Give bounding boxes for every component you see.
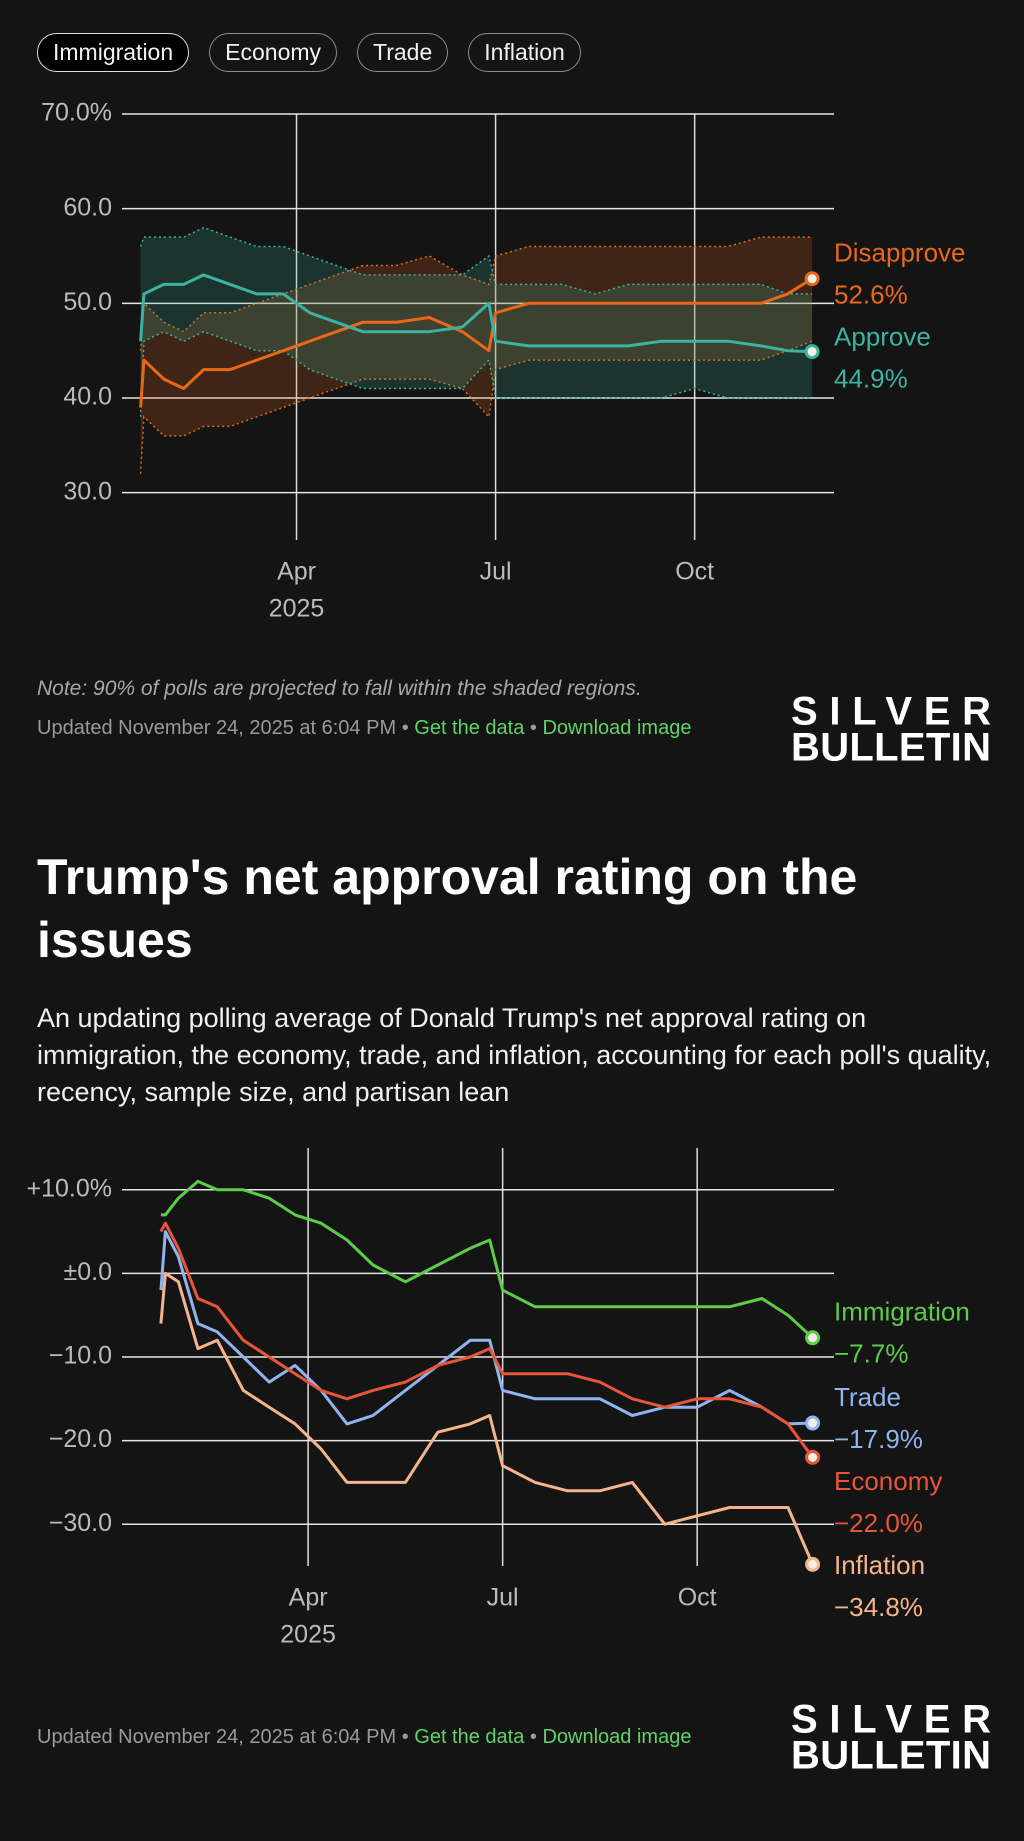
end-label: 52.6% bbox=[834, 280, 908, 310]
filter-pill[interactable]: Trade bbox=[357, 33, 449, 72]
end-label: −34.8% bbox=[834, 1592, 923, 1622]
legend-name: Disapprove bbox=[834, 238, 966, 268]
link[interactable]: Get the data bbox=[414, 717, 525, 739]
y-tick-label: ±0.0 bbox=[64, 1258, 112, 1286]
link[interactable]: Download image bbox=[542, 717, 692, 739]
legend-name: Approve bbox=[834, 322, 931, 352]
end-dot bbox=[804, 271, 820, 287]
legend-name: Economy bbox=[834, 1466, 942, 1496]
line bbox=[160, 1179, 814, 1339]
end-dot bbox=[805, 1449, 821, 1465]
line bbox=[159, 1271, 814, 1565]
separator: • bbox=[401, 717, 409, 739]
logo: BULLETIN bbox=[791, 1734, 991, 1778]
subtitle: An updating polling average of Donald Tr… bbox=[37, 1003, 992, 1107]
legend-name: Immigration bbox=[834, 1297, 970, 1327]
end-dot bbox=[804, 344, 820, 360]
end-dot bbox=[805, 1415, 821, 1431]
footer: Updated November 24, 2025 at 6:04 PM • G… bbox=[37, 1724, 737, 1750]
y-tick-label: 40.0 bbox=[63, 383, 112, 411]
filter-pill[interactable]: Immigration bbox=[37, 33, 190, 72]
end-label: −22.0% bbox=[834, 1508, 923, 1538]
x-year-label: 2025 bbox=[269, 595, 325, 623]
x-tick-label: Apr bbox=[289, 1584, 328, 1612]
filter-pill[interactable]: Inflation bbox=[468, 33, 581, 72]
end-label: −17.9% bbox=[834, 1424, 923, 1454]
x-tick-label: Apr bbox=[277, 558, 316, 586]
y-tick-label: 50.0 bbox=[63, 288, 112, 316]
line bbox=[139, 277, 813, 408]
end-dot bbox=[805, 1330, 821, 1346]
band bbox=[140, 237, 813, 474]
separator: • bbox=[529, 1726, 537, 1748]
line bbox=[159, 1221, 814, 1459]
note: Note: 90% of polls are projected to fall… bbox=[37, 677, 642, 700]
footer: Updated November 24, 2025 at 6:04 PM • G… bbox=[37, 715, 737, 741]
filter-pill[interactable]: Economy bbox=[209, 33, 338, 72]
legend-name: Inflation bbox=[834, 1550, 925, 1580]
band-edge bbox=[139, 340, 813, 474]
y-tick-label: 70.0% bbox=[41, 99, 112, 127]
band-edge bbox=[139, 226, 813, 295]
y-tick-label: −30.0 bbox=[49, 1509, 112, 1537]
band bbox=[140, 227, 813, 417]
x-tick-label: Oct bbox=[678, 1584, 717, 1612]
x-tick-label: Jul bbox=[487, 1584, 519, 1612]
legend-name: Trade bbox=[834, 1382, 901, 1412]
y-tick-label: +10.0% bbox=[27, 1174, 113, 1202]
line bbox=[159, 1230, 813, 1426]
y-tick-label: −20.0 bbox=[49, 1425, 112, 1453]
x-year-label: 2025 bbox=[280, 1621, 336, 1649]
filter-bar: Immigration Economy Trade Inflation bbox=[37, 33, 581, 72]
end-label: −7.7% bbox=[834, 1339, 908, 1369]
logo: BULLETIN bbox=[791, 726, 991, 770]
y-tick-label: 60.0 bbox=[63, 193, 112, 221]
end-label: 44.9% bbox=[834, 364, 908, 394]
x-tick-label: Oct bbox=[675, 558, 714, 586]
band-edge bbox=[139, 330, 813, 417]
y-tick-label: 30.0 bbox=[63, 477, 112, 505]
y-tick-label: −10.0 bbox=[49, 1342, 112, 1370]
link[interactable]: Download image bbox=[542, 1726, 692, 1748]
line bbox=[139, 273, 813, 354]
separator: • bbox=[401, 1726, 409, 1748]
updated: Updated November 24, 2025 at 6:04 PM bbox=[37, 717, 397, 739]
updated: Updated November 24, 2025 at 6:04 PM bbox=[37, 1726, 397, 1748]
separator: • bbox=[529, 717, 537, 739]
title: Trump's net approval rating on the issue… bbox=[37, 849, 858, 968]
end-dot bbox=[805, 1556, 821, 1572]
x-tick-label: Jul bbox=[480, 558, 512, 586]
link[interactable]: Get the data bbox=[414, 1726, 525, 1748]
band-edge bbox=[139, 236, 813, 351]
